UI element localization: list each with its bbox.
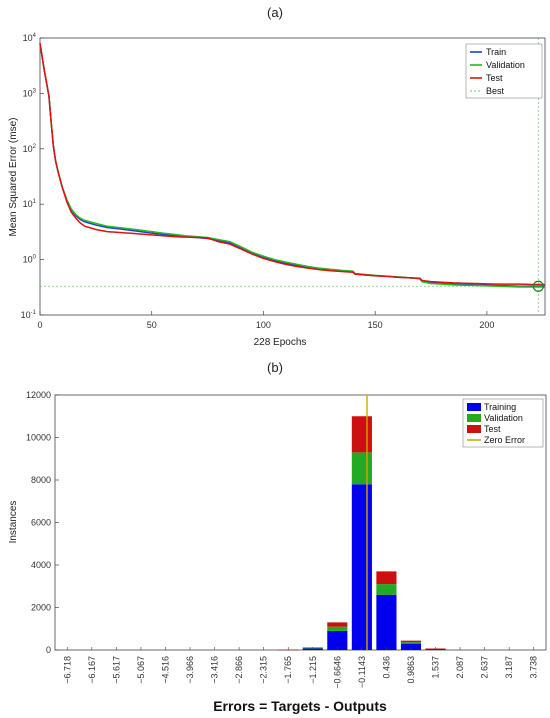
histogram-bar-test bbox=[400, 640, 422, 643]
histogram-x-tick-label: −4.516 bbox=[160, 656, 170, 684]
mse-y-tick-label: 102 bbox=[23, 144, 37, 154]
histogram-y-tick-label: 0 bbox=[46, 645, 51, 655]
histogram-x-tick-label: 1.537 bbox=[431, 656, 441, 679]
histogram-x-tick-label: 2.087 bbox=[455, 656, 465, 679]
mse-legend: Train Validation Test Best bbox=[465, 43, 543, 99]
legend-label-test-hist: Test bbox=[484, 424, 501, 434]
mse-x-tick-label: 200 bbox=[479, 320, 494, 330]
mse-y-tick-label: 100 bbox=[23, 255, 37, 265]
histogram-x-tick-label: −1.215 bbox=[308, 656, 318, 684]
histogram-bar-training bbox=[351, 484, 372, 650]
histogram-x-tick-label: −6.718 bbox=[62, 656, 72, 684]
legend-swatch-validation-hist bbox=[467, 414, 481, 422]
histogram-x-tick-label: −1.765 bbox=[283, 656, 293, 684]
histogram-x-tick-label: −6.167 bbox=[87, 656, 97, 684]
legend-label-validation: Validation bbox=[486, 60, 525, 70]
histogram-bar-validation bbox=[400, 642, 422, 644]
legend-label-training: Training bbox=[484, 402, 516, 412]
histogram-x-tick-label: 0.436 bbox=[381, 656, 391, 679]
mse-line-test bbox=[39, 43, 545, 286]
mse-lines bbox=[39, 38, 545, 315]
mse-y-tick-label: 104 bbox=[23, 33, 37, 43]
legend-label-validation-hist: Validation bbox=[484, 413, 523, 423]
legend-label-zero-error: Zero Error bbox=[484, 435, 525, 445]
histogram-bar-training bbox=[327, 630, 348, 650]
legend-label-best: Best bbox=[486, 86, 505, 96]
histogram-bar-test bbox=[327, 622, 348, 627]
histogram-x-tick-label: −3.416 bbox=[210, 656, 220, 684]
best-point-marker bbox=[532, 280, 544, 292]
mse-x-axis-label: 228 Epochs bbox=[254, 337, 307, 348]
error-histogram: −6.718 −6.167 −5.617 −5.067 −4.516 −3.966 −3.4… bbox=[8, 390, 547, 714]
mse-y-tick-label: 103 bbox=[23, 88, 37, 98]
histogram-ticks: −6.718 −6.167 −5.617 −5.067 −4.516 −3.966 −3.4… bbox=[26, 390, 539, 689]
histogram-bar-validation bbox=[327, 626, 348, 631]
panel-b-label: (b) bbox=[267, 360, 283, 375]
histogram-x-tick-label: −3.966 bbox=[185, 656, 195, 684]
legend-swatch-test-hist bbox=[467, 425, 481, 433]
histogram-y-tick-label: 4000 bbox=[31, 560, 51, 570]
panel-a-label: (a) bbox=[267, 5, 283, 20]
histogram-x-tick-label: 3.738 bbox=[529, 656, 539, 679]
histogram-y-tick-label: 6000 bbox=[31, 518, 51, 528]
mse-x-tick-label: 100 bbox=[256, 320, 271, 330]
histogram-x-tick-label: −2.866 bbox=[234, 656, 244, 684]
legend-label-test: Test bbox=[486, 73, 503, 83]
histogram-x-tick-label: 2.637 bbox=[480, 656, 490, 679]
histogram-bars bbox=[278, 395, 446, 651]
histogram-legend: Training Validation Test Zero Error bbox=[462, 398, 544, 448]
histogram-y-tick-label: 8000 bbox=[31, 475, 51, 485]
histogram-x-tick-label: −5.067 bbox=[136, 656, 146, 684]
mse-y-axis-label: Mean Squared Error (mse) bbox=[8, 118, 19, 237]
histogram-x-tick-label: −0.6646 bbox=[332, 656, 342, 689]
mse-y-tick-label: 101 bbox=[23, 199, 37, 209]
mse-x-tick-label: 0 bbox=[37, 320, 42, 330]
histogram-x-tick-label: −5.617 bbox=[111, 656, 121, 684]
mse-chart: 0 50 100 150 200 10-1 100 101 102 103 104 Mean Squ… bbox=[8, 33, 546, 348]
mse-plot-area bbox=[39, 37, 546, 316]
histogram-x-axis-label: Errors = Targets - Outputs bbox=[213, 698, 387, 714]
histogram-bar-training bbox=[376, 594, 397, 650]
histogram-bar-training bbox=[400, 643, 422, 650]
mse-legend-box bbox=[465, 43, 543, 99]
histogram-x-tick-label: −0.1143 bbox=[357, 656, 367, 688]
mse-y-tick-label: 10-1 bbox=[21, 310, 37, 320]
histogram-bar-test bbox=[376, 571, 397, 585]
mse-ticks: 0 50 100 150 200 10-1 100 101 102 103 104 bbox=[21, 33, 495, 330]
histogram-y-tick-label: 2000 bbox=[31, 603, 51, 613]
histogram-y-tick-label: 10000 bbox=[26, 433, 51, 443]
mse-x-tick-label: 50 bbox=[147, 320, 157, 330]
histogram-bar-test bbox=[351, 416, 372, 453]
mse-x-tick-label: 150 bbox=[368, 320, 383, 330]
histogram-x-tick-label: −2.315 bbox=[259, 656, 269, 684]
histogram-bar-validation bbox=[351, 452, 372, 485]
histogram-x-tick-label: 0.9863 bbox=[406, 656, 416, 684]
histogram-y-tick-label: 12000 bbox=[26, 390, 51, 400]
legend-label-train: Train bbox=[486, 47, 506, 57]
histogram-bar-validation bbox=[376, 584, 397, 595]
histogram-x-tick-label: 3.187 bbox=[504, 656, 514, 679]
histogram-y-axis-label: Instances bbox=[8, 501, 19, 544]
legend-swatch-training bbox=[467, 403, 481, 411]
